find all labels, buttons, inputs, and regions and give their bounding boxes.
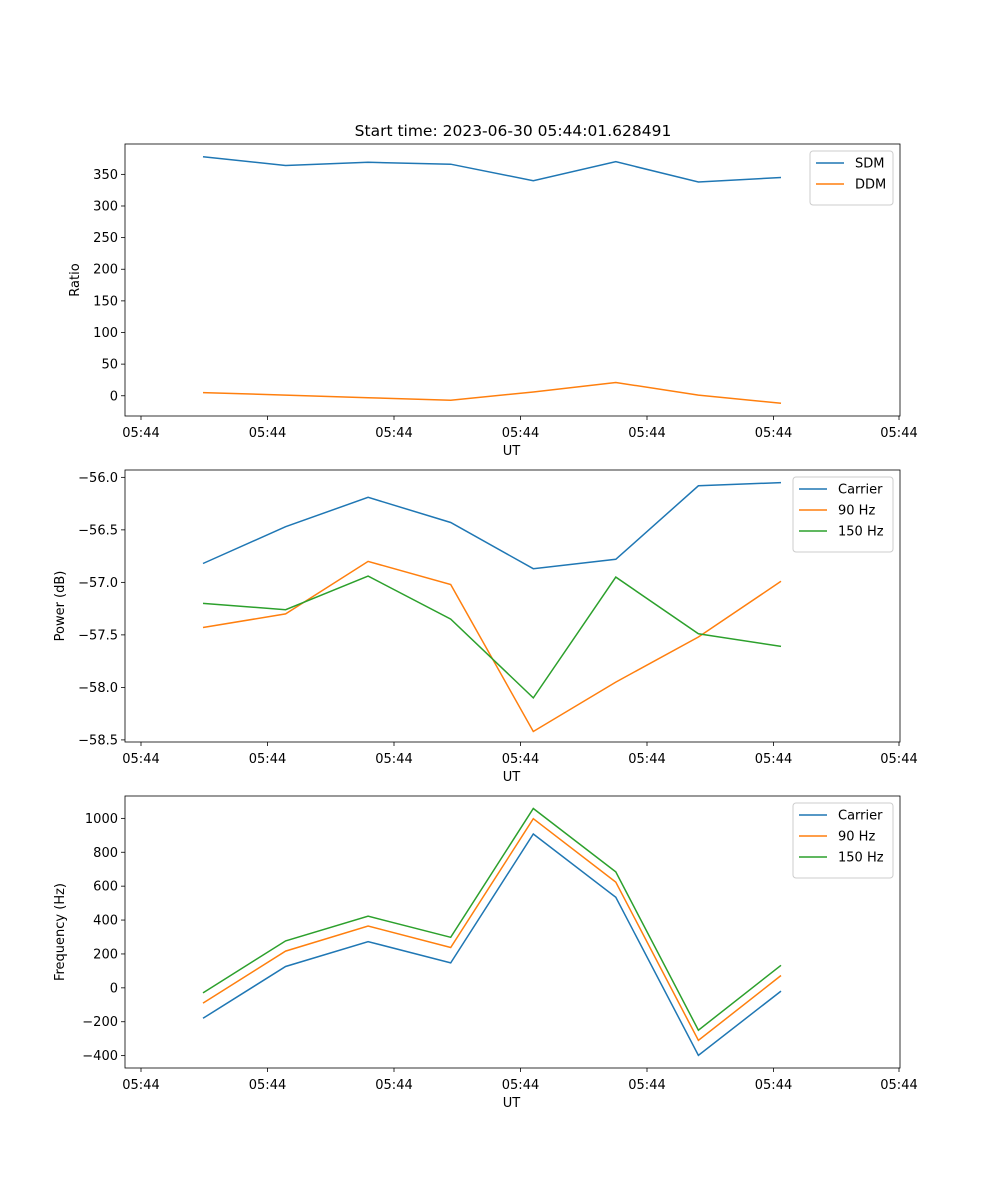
legend-label: 90 Hz bbox=[838, 830, 875, 845]
y-tick-label: 250 bbox=[93, 231, 118, 246]
y-axis-label: Frequency (Hz) bbox=[53, 883, 68, 981]
x-axis-label: UT bbox=[503, 444, 521, 459]
legend-label: Carrier bbox=[838, 809, 883, 824]
x-tick-label: 05:44 bbox=[375, 426, 412, 441]
x-tick-label: 05:44 bbox=[628, 752, 665, 767]
legend-label: Carrier bbox=[838, 483, 883, 498]
x-tick-label: 05:44 bbox=[122, 426, 159, 441]
y-tick-label: 400 bbox=[93, 914, 118, 929]
y-tick-label: 300 bbox=[93, 199, 118, 214]
y-tick-label: −58.0 bbox=[78, 681, 118, 696]
x-tick-label: 05:44 bbox=[375, 752, 412, 767]
y-axis-label: Power (dB) bbox=[53, 571, 68, 642]
x-tick-label: 05:44 bbox=[375, 1078, 412, 1093]
y-tick-label: 200 bbox=[93, 263, 118, 278]
series-line-150-hz bbox=[202, 807, 782, 1032]
legend bbox=[792, 802, 894, 879]
x-tick-label: 05:44 bbox=[249, 426, 286, 441]
y-tick-label: 50 bbox=[101, 358, 118, 373]
legend-label: SDM bbox=[855, 157, 884, 172]
legend-label: DDM bbox=[855, 178, 886, 193]
y-tick-label: 0 bbox=[110, 981, 118, 996]
y-tick-label: 1000 bbox=[85, 812, 118, 827]
y-tick-label: 0 bbox=[110, 389, 118, 404]
series-line-carrier bbox=[202, 481, 782, 570]
x-tick-label: 05:44 bbox=[880, 1078, 917, 1093]
y-tick-label: 800 bbox=[93, 846, 118, 861]
series-line-carrier bbox=[202, 832, 782, 1057]
frequency-panel: −400 −200 0 200 400 600 800 1000 05:44 05:44 05:44… bbox=[53, 795, 918, 1111]
series-line-90-hz bbox=[202, 560, 782, 733]
series-line-sdm bbox=[202, 155, 782, 183]
x-tick-label: 05:44 bbox=[880, 426, 917, 441]
y-axis-label: Ratio bbox=[68, 263, 83, 296]
x-tick-label: 05:44 bbox=[755, 1078, 792, 1093]
legend-label: 150 Hz bbox=[838, 851, 884, 866]
series-line-ddm bbox=[202, 381, 782, 405]
y-tick-label: 600 bbox=[93, 880, 118, 895]
axes-frame bbox=[124, 469, 901, 743]
axes-frame bbox=[124, 795, 901, 1069]
series-line-90-hz bbox=[202, 817, 782, 1042]
x-tick-label: 05:44 bbox=[880, 752, 917, 767]
x-tick-label: 05:44 bbox=[628, 1078, 665, 1093]
x-tick-label: 05:44 bbox=[755, 752, 792, 767]
y-tick-label: −58.5 bbox=[78, 733, 118, 748]
series-line-150-hz bbox=[202, 575, 782, 700]
legend bbox=[809, 150, 894, 206]
x-axis-label: UT bbox=[503, 770, 521, 785]
y-tick-label: −56.0 bbox=[78, 471, 118, 486]
y-tick-label: 200 bbox=[93, 947, 118, 962]
x-tick-label: 05:44 bbox=[502, 752, 539, 767]
x-tick-label: 05:44 bbox=[628, 426, 665, 441]
y-tick-label: −400 bbox=[82, 1049, 118, 1064]
x-tick-label: 05:44 bbox=[122, 752, 159, 767]
x-tick-label: 05:44 bbox=[502, 426, 539, 441]
y-tick-label: 150 bbox=[93, 294, 118, 309]
x-tick-label: 05:44 bbox=[502, 1078, 539, 1093]
x-tick-label: 05:44 bbox=[755, 426, 792, 441]
y-tick-label: 350 bbox=[93, 168, 118, 183]
x-tick-label: 05:44 bbox=[122, 1078, 159, 1093]
y-tick-label: −56.5 bbox=[78, 523, 118, 538]
y-tick-label: −57.0 bbox=[78, 576, 118, 591]
legend-label: 150 Hz bbox=[838, 525, 884, 540]
y-tick-label: 100 bbox=[93, 326, 118, 341]
y-tick-label: −200 bbox=[82, 1015, 118, 1030]
chart-title: Start time: 2023-06-30 05:44:01.628491 bbox=[355, 122, 672, 140]
legend-label: 90 Hz bbox=[838, 504, 875, 519]
x-axis-label: UT bbox=[503, 1096, 521, 1111]
axes-frame bbox=[124, 143, 901, 417]
ratio-panel: 0 50 100 150 200 250 300 350 05:44 05:44 05:44 05:4… bbox=[68, 143, 918, 459]
power-panel: −58.5 −58.0 −57.5 −57.0 −56.5 −56.0 05:44 05:44… bbox=[53, 469, 918, 785]
x-tick-label: 05:44 bbox=[249, 1078, 286, 1093]
x-tick-label: 05:44 bbox=[249, 752, 286, 767]
y-tick-label: −57.5 bbox=[78, 628, 118, 643]
legend bbox=[792, 476, 894, 553]
